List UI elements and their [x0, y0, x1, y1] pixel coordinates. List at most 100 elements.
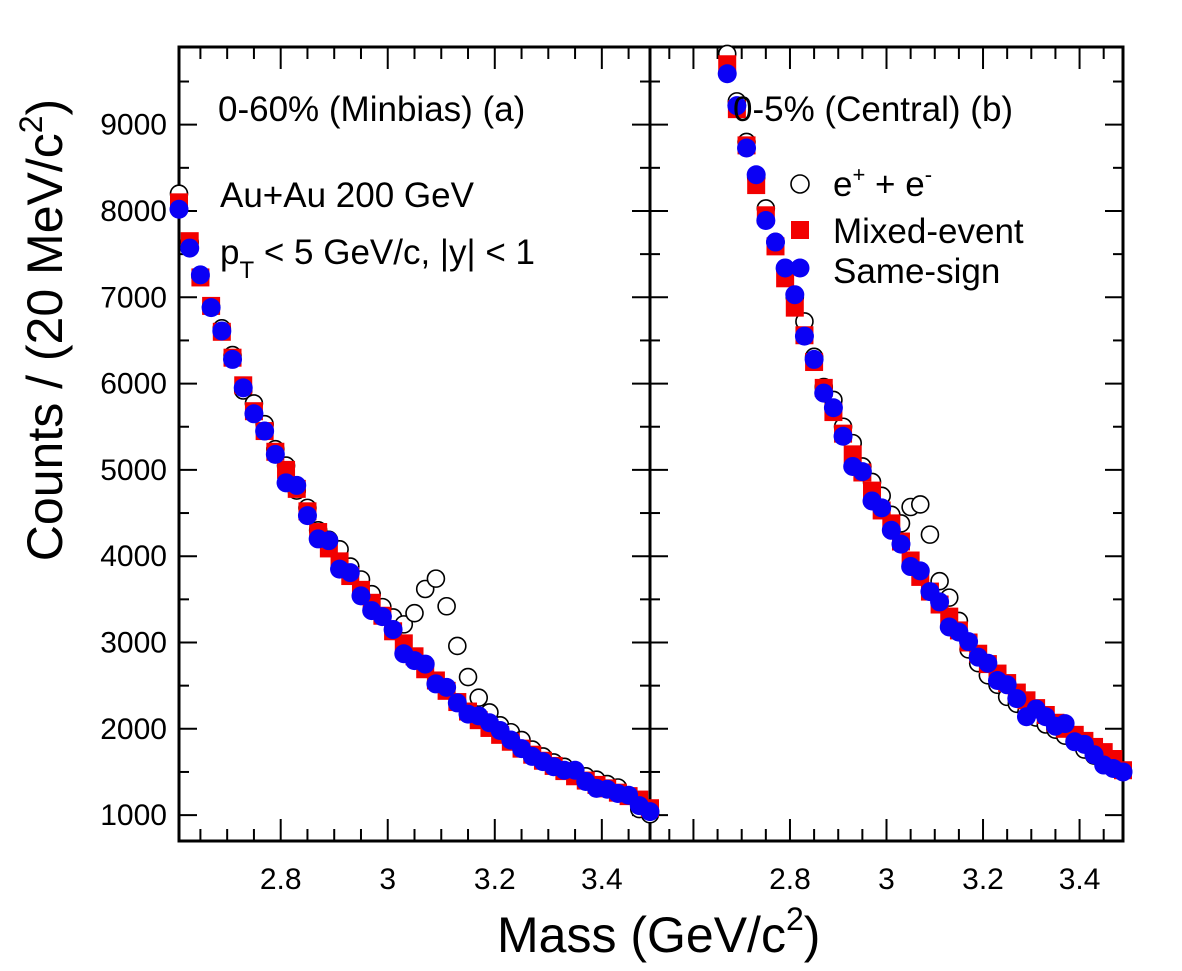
legend-ee-sup2: - — [925, 162, 932, 187]
x-tick-label: 2.8 — [769, 863, 811, 896]
same-sign-point — [804, 349, 824, 369]
same-sign-point — [255, 421, 275, 441]
same-sign-point — [727, 96, 747, 116]
same-sign-point — [872, 498, 892, 518]
same-sign-point — [415, 654, 435, 674]
y-tick-label: 4000 — [100, 540, 167, 573]
panel-a-collision-label: Au+Au 200 GeV — [220, 176, 475, 215]
same-sign-point — [169, 199, 189, 219]
x-axis-title-tail: ) — [804, 907, 821, 963]
same-sign-point — [910, 561, 930, 581]
same-sign-point — [746, 165, 766, 185]
same-sign-point — [640, 802, 660, 822]
mixed-event-point — [785, 298, 804, 317]
same-sign-point — [201, 298, 221, 318]
same-sign-point — [1113, 762, 1133, 782]
y-tick-label: 9000 — [100, 109, 167, 142]
ee-point — [458, 667, 478, 687]
same-sign-point — [756, 210, 776, 230]
same-sign-point — [437, 677, 457, 697]
same-sign-point — [1007, 689, 1027, 709]
legend-label-mixed: Mixed-event — [833, 212, 1024, 251]
ee-point — [448, 636, 467, 656]
same-sign-point — [233, 378, 253, 398]
y-tick-label: 7000 — [100, 281, 167, 314]
legend-ee-mid: + e — [865, 165, 924, 204]
x-tick-label: 3.2 — [474, 863, 516, 896]
y-axis-title-main: Counts / (20 MeV/c — [17, 133, 73, 561]
cuts-pt-subscript: T — [239, 257, 254, 284]
y-axis-title-tail: ) — [17, 99, 73, 116]
same-sign-point — [852, 462, 872, 482]
same-sign-point — [737, 138, 757, 158]
panel-b-markers — [717, 44, 1133, 782]
x-tick-label: 3 — [379, 863, 396, 896]
y-tick-label: 8000 — [100, 195, 167, 228]
y-tick-label: 1000 — [100, 799, 167, 832]
same-sign-point — [823, 398, 843, 418]
legend-label-ee: e+ + e- — [833, 162, 932, 204]
same-sign-point — [1055, 714, 1075, 734]
ee-point — [426, 569, 446, 588]
x-axis-title: Mass (GeV/c2) — [497, 901, 820, 963]
same-sign-point — [297, 506, 317, 526]
same-sign-point — [244, 404, 264, 424]
ee-point — [405, 603, 424, 623]
same-sign-point — [794, 326, 814, 346]
x-tick-label: 3.4 — [1059, 863, 1101, 896]
y-axis-title-sup: 2 — [13, 115, 49, 133]
same-sign-point — [930, 592, 950, 612]
panel-a-label: 0-60% (Minbias) (a) — [218, 90, 525, 129]
same-sign-point — [978, 653, 998, 673]
y-axis-title: Counts / (20 MeV/c2) — [13, 99, 73, 561]
cuts-rest: < 5 GeV/c, |y| < 1 — [254, 233, 535, 272]
same-sign-point — [287, 475, 307, 495]
same-sign-point — [959, 632, 979, 652]
same-sign-point — [190, 265, 210, 285]
y-tick-label: 3000 — [100, 627, 167, 660]
ee-point — [910, 495, 930, 514]
same-sign-point — [785, 285, 805, 305]
same-sign-point — [265, 444, 285, 464]
same-sign-point — [891, 534, 911, 554]
legend-ee-base: e — [833, 165, 852, 204]
ee-point — [437, 596, 456, 616]
y-tick-label: 2000 — [100, 713, 167, 746]
legend-marker-mixed — [791, 221, 809, 239]
legend-label-same: Same-sign — [833, 252, 1000, 291]
same-sign-point — [383, 620, 403, 640]
x-tick-label: 3.2 — [962, 863, 1004, 896]
ee-point — [920, 525, 940, 544]
same-sign-point — [319, 531, 339, 551]
same-sign-point — [717, 64, 737, 84]
same-sign-point — [180, 238, 200, 258]
same-sign-point — [881, 520, 901, 540]
legend-marker-ee — [790, 174, 810, 194]
panel-a-cuts-label: pT < 5 GeV/c, |y| < 1 — [220, 233, 535, 284]
cuts-pt-symbol: p — [220, 233, 239, 272]
x-axis-title-main: Mass (GeV/c — [497, 907, 786, 963]
same-sign-point — [814, 383, 834, 403]
panel-b-label: 0-5% (Central) (b) — [733, 90, 1013, 129]
x-tick-label: 2.8 — [260, 863, 302, 896]
x-axis-title-sup: 2 — [786, 901, 804, 937]
legend-marker-same — [790, 258, 810, 278]
same-sign-point — [223, 349, 243, 369]
mixed-event-point — [277, 460, 296, 479]
same-sign-point — [372, 607, 392, 627]
same-sign-point — [775, 258, 795, 278]
panel-a-markers — [169, 184, 660, 824]
same-sign-point — [340, 563, 360, 583]
same-sign-point — [765, 232, 785, 252]
same-sign-point — [997, 675, 1017, 695]
same-sign-point — [212, 321, 232, 341]
panel-a-frame — [177, 45, 652, 843]
same-sign-point — [351, 586, 371, 606]
y-tick-label: 6000 — [100, 368, 167, 401]
same-sign-point — [833, 426, 853, 446]
x-tick-labels: 2.8 3 3.2 3.4 2.8 3 3.2 3.4 — [260, 863, 1101, 896]
ee-point — [469, 688, 489, 708]
legend-ee-sup1: + — [852, 162, 865, 187]
y-tick-labels: 1000 2000 3000 4000 5000 6000 7000 8000 9000 — [100, 109, 167, 832]
